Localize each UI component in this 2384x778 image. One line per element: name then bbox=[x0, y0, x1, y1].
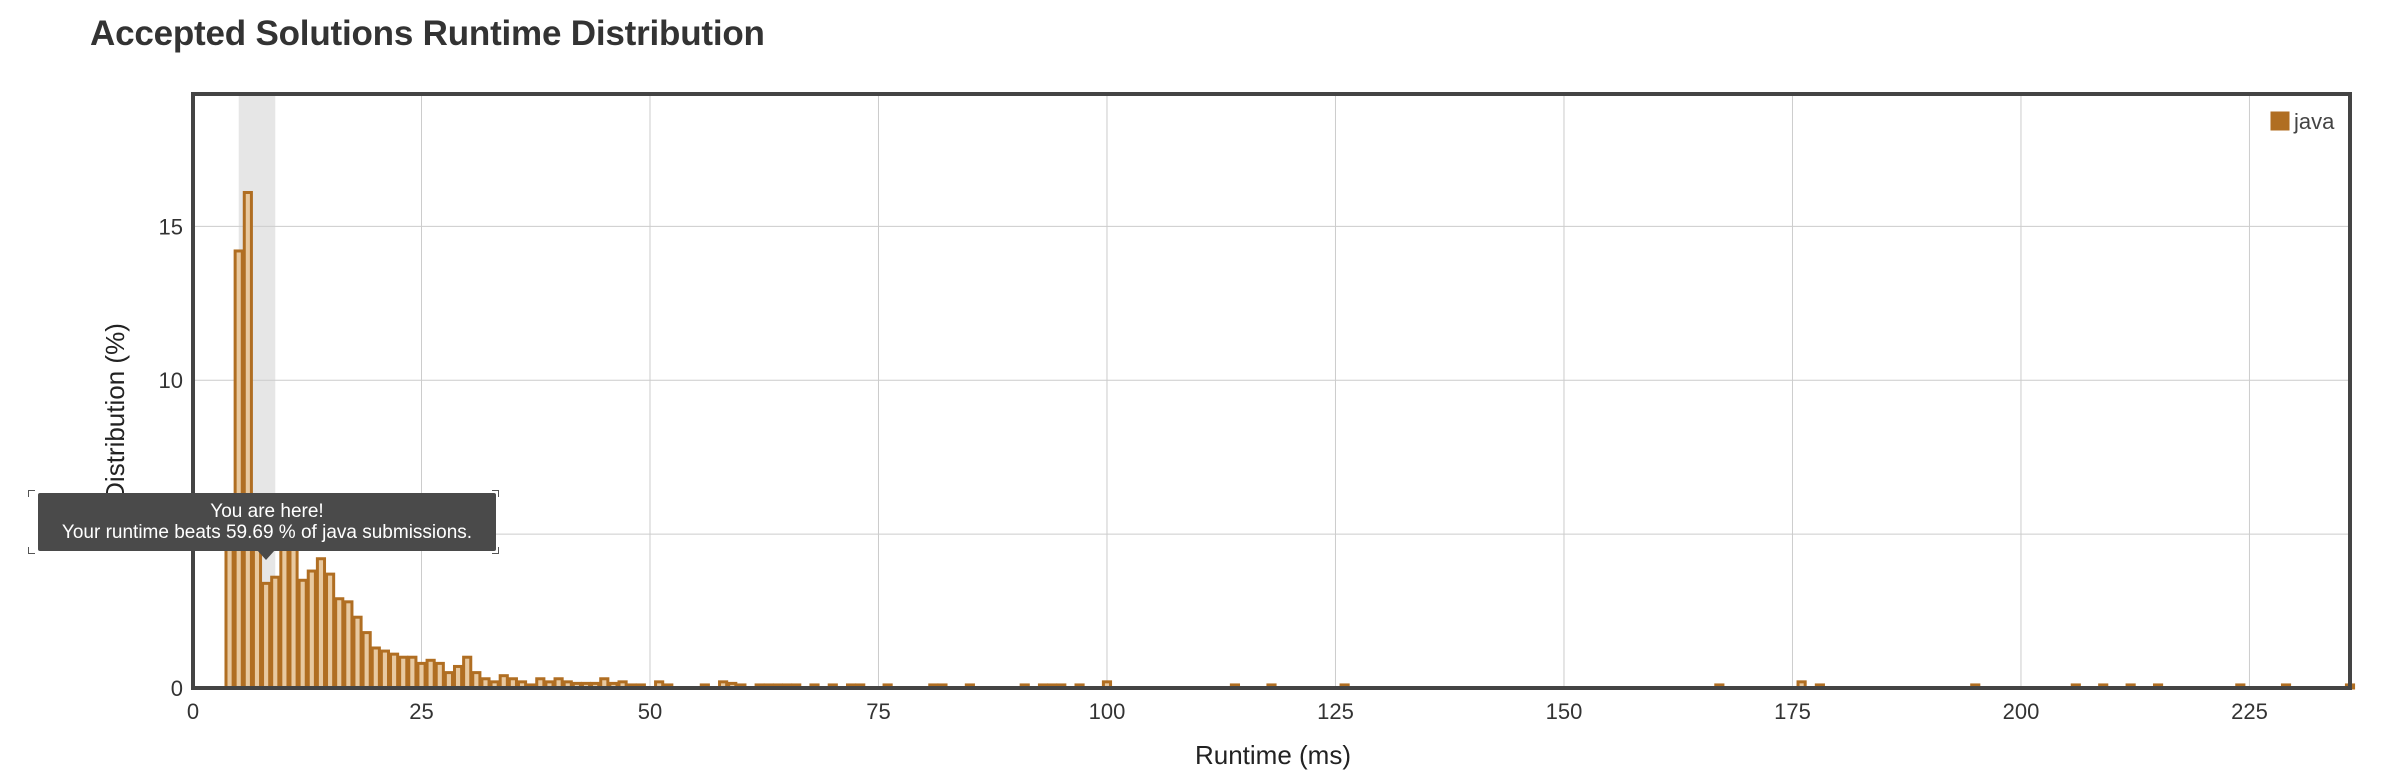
y-tick-label: 10 bbox=[159, 368, 183, 393]
bar bbox=[224, 529, 235, 690]
plot-frame bbox=[191, 92, 2352, 690]
bar bbox=[297, 578, 308, 690]
tooltip-corner-tr bbox=[492, 490, 499, 497]
bar bbox=[370, 646, 381, 690]
x-tick-label: 200 bbox=[2003, 699, 2040, 724]
x-tick-label: 150 bbox=[1546, 699, 1583, 724]
x-tick-label: 75 bbox=[866, 699, 890, 724]
x-tick-label: 0 bbox=[187, 699, 199, 724]
bar bbox=[443, 671, 454, 690]
x-axis-title: Runtime (ms) bbox=[1195, 740, 1351, 770]
bar bbox=[425, 658, 436, 690]
x-tick-label: 225 bbox=[2231, 699, 2268, 724]
tooltip-corner-br bbox=[492, 547, 499, 554]
x-tick-label: 25 bbox=[409, 699, 433, 724]
bar bbox=[452, 664, 464, 690]
legend[interactable]: java bbox=[2269, 109, 2335, 134]
tooltip-corner-bl bbox=[28, 547, 35, 554]
bar bbox=[471, 671, 482, 690]
bar bbox=[398, 655, 409, 690]
legend-swatch-java bbox=[2269, 110, 2291, 132]
bar bbox=[288, 532, 299, 690]
runtime-tooltip: You are here! Your runtime beats 59.69 %… bbox=[38, 493, 496, 560]
tooltip-corner-tl bbox=[28, 490, 35, 497]
bar bbox=[306, 569, 317, 690]
tooltip-message: Your runtime beats 59.69 % of java submi… bbox=[61, 522, 473, 543]
y-tick-label: 15 bbox=[159, 214, 183, 239]
bar bbox=[242, 190, 253, 690]
bar bbox=[315, 557, 327, 690]
page-title: Accepted Solutions Runtime Distribution bbox=[90, 14, 765, 53]
bar bbox=[325, 572, 336, 690]
x-tick-label: 175 bbox=[1774, 699, 1811, 724]
legend-label-java: java bbox=[2293, 109, 2335, 134]
x-tick-label: 50 bbox=[638, 699, 662, 724]
bar bbox=[379, 649, 391, 690]
x-tick-label: 125 bbox=[1317, 699, 1354, 724]
bar bbox=[334, 597, 345, 690]
bar bbox=[261, 581, 272, 690]
bar bbox=[361, 631, 372, 690]
bar bbox=[462, 655, 473, 690]
bar bbox=[270, 575, 281, 690]
bar bbox=[279, 541, 290, 690]
y-axis-title: Distribution (%) bbox=[100, 323, 130, 501]
x-tick-label: 100 bbox=[1089, 699, 1126, 724]
bar bbox=[434, 661, 445, 690]
bar bbox=[407, 655, 418, 690]
bar bbox=[416, 661, 427, 690]
bar bbox=[233, 249, 244, 690]
bar bbox=[352, 615, 363, 690]
y-tick-label: 0 bbox=[171, 676, 183, 701]
bar bbox=[343, 600, 354, 690]
tooltip-heading: You are here! bbox=[210, 501, 324, 522]
bar bbox=[389, 652, 400, 690]
tooltip-arrow bbox=[257, 550, 275, 560]
